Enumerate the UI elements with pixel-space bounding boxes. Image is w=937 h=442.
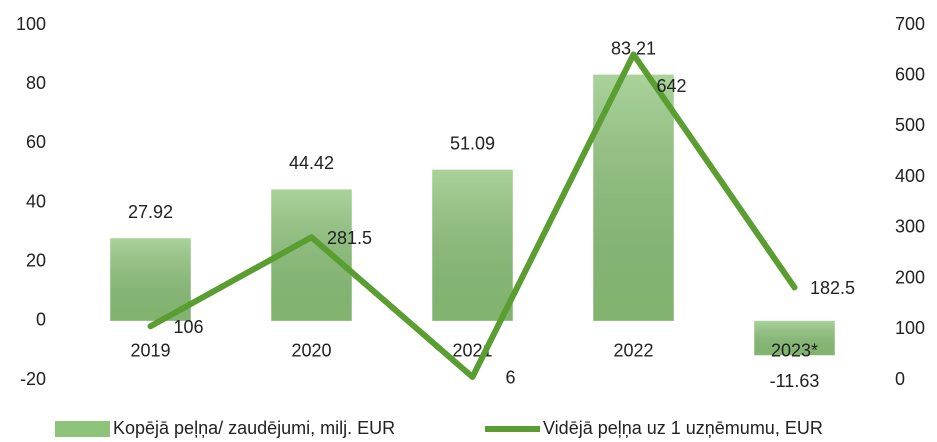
bar-shade	[754, 320, 835, 356]
bar-shade	[110, 238, 191, 321]
y2-tick-label: 0	[895, 369, 905, 389]
bar-shade	[593, 74, 674, 321]
y-tick-label: 20	[26, 250, 46, 270]
y2-tick-label: 500	[895, 115, 925, 135]
y-tick-label: 100	[16, 14, 46, 34]
legend-label: Kopējā peļņa/ zaudējumi, milj. EUR	[113, 418, 395, 438]
x-tick-label: 2023*	[771, 341, 818, 361]
y-tick-label: 0	[36, 310, 46, 330]
line	[147, 51, 798, 380]
bar-value-label: 83.21	[611, 38, 656, 58]
y-tick-label: 60	[26, 132, 46, 152]
bar-shade	[432, 169, 513, 321]
y2-tick-label: 600	[895, 64, 925, 84]
line-value-label: 106	[173, 317, 203, 337]
y-tick-label: 80	[26, 73, 46, 93]
y-tick-label: -20	[20, 369, 46, 389]
y2-tick-label: 200	[895, 267, 925, 287]
line-value-label: 182.5	[810, 278, 855, 298]
x-tick-label: 2022	[613, 341, 653, 361]
y2-tick-label: 700	[895, 14, 925, 34]
legend-swatch	[55, 421, 110, 437]
bar-value-label: 27.92	[128, 202, 173, 222]
y2-tick-label: 400	[895, 166, 925, 186]
x-tick-label: 2020	[291, 341, 331, 361]
line-value-label: 6	[505, 368, 515, 388]
bar-value-label: 44.42	[289, 153, 334, 173]
y-tick-label: 40	[26, 191, 46, 211]
line-value-label: 642	[656, 76, 686, 96]
legend-label: Vidējā peļņa uz 1 uzņēmumu, EUR	[543, 418, 823, 438]
x-tick-label: 2019	[130, 341, 170, 361]
bar-value-label: 51.09	[450, 133, 495, 153]
bar-value-label: -11.63	[770, 371, 820, 391]
y2-tick-label: 100	[895, 318, 925, 338]
y2-tick-label: 300	[895, 217, 925, 237]
line-value-label: 281.5	[327, 228, 372, 248]
